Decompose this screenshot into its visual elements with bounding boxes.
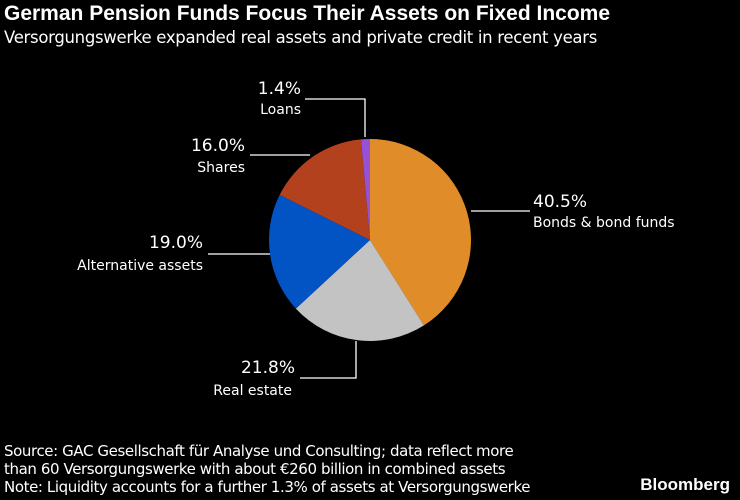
chart-title: German Pension Funds Focus Their Assets … — [4, 2, 611, 25]
slice-label-real-estate: Real estate — [213, 383, 292, 399]
pie-slice-bonds-bond-funds — [370, 139, 471, 326]
pie-chart: 40.5% Bonds & bond funds 21.8% Real esta… — [77, 79, 675, 399]
value-label-shares: 16.0% — [191, 136, 245, 156]
value-label-bonds: 40.5% — [533, 192, 587, 212]
value-label-loans: 1.4% — [258, 79, 301, 99]
leader-loans — [305, 98, 366, 137]
leader-real-estate — [300, 341, 357, 379]
pie-slice-loans — [361, 139, 370, 240]
pie-slice-real-estate — [295, 240, 424, 341]
slice-label-shares: Shares — [197, 160, 245, 176]
slice-label-bonds: Bonds & bond funds — [533, 215, 675, 231]
source-line-1: Source: GAC Gesellschaft für Analyse und… — [4, 442, 514, 460]
slice-label-loans: Loans — [260, 102, 301, 118]
bloomberg-logo: Bloomberg — [640, 475, 730, 494]
source-line-2: than 60 Versorgungswerke with about €260… — [4, 460, 506, 478]
value-label-alternative: 19.0% — [149, 233, 203, 253]
chart-subtitle: Versorgungswerke expanded real assets an… — [4, 28, 598, 47]
slice-label-alternative: Alternative assets — [77, 258, 203, 274]
footer-notes: Source: GAC Gesellschaft für Analyse und… — [4, 442, 530, 496]
value-label-real-estate: 21.8% — [241, 358, 295, 378]
pie-slice-shares — [279, 139, 370, 240]
pie-slice-alternative-assets — [269, 194, 370, 309]
note-line: Note: Liquidity accounts for a further 1… — [4, 478, 531, 496]
